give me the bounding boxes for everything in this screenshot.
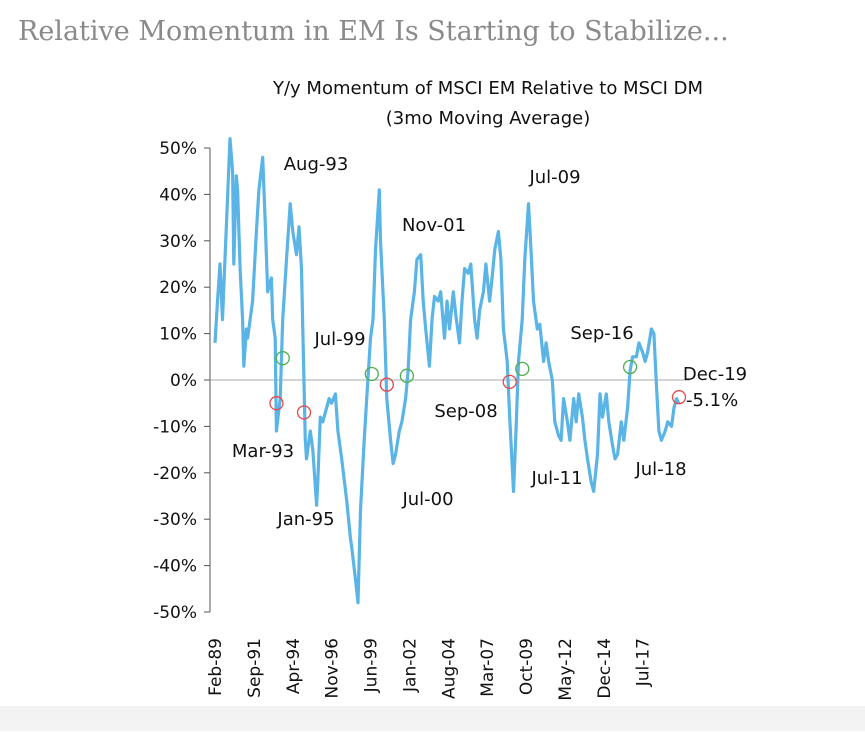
annotation: Jul-99 [313,329,365,350]
x-tick-label: Oct-09 [517,638,537,695]
x-tick-label: Dec-14 [595,638,615,699]
annotation: Jan-95 [276,509,334,530]
annotation: Mar-93 [232,441,294,462]
y-tick-label: -30% [153,510,197,530]
y-tick-label: -50% [153,603,197,623]
y-tick-label: 50% [159,139,197,159]
annotation: Jul-09 [528,167,580,188]
annotation: Aug-93 [284,154,349,175]
x-tick-label: Jun-99 [362,638,382,693]
crossing-marker [399,368,415,383]
y-tick-label: 30% [159,232,197,252]
annotation: Sep-16 [570,323,633,344]
crossing-marker [379,377,394,392]
x-tick-label: May-12 [556,638,576,701]
x-tick-label: Jul-17 [634,638,654,687]
footer-band [0,706,865,731]
data-line [213,137,681,605]
crossing-marker [296,405,312,420]
annotation: Jul-11 [530,468,582,489]
crossing-marker [275,351,290,366]
x-tick-label: Jan-02 [400,638,420,693]
crossing-marker [502,374,517,390]
crossing-marker [622,359,638,375]
annotation: Sep-08 [434,401,497,422]
y-tick-label: 10% [159,325,197,345]
annotation: Dec-19 [683,364,747,385]
crossing-marker [515,361,530,377]
x-tick-label: Sep-91 [245,638,265,698]
y-tick-label: 0% [170,371,197,391]
chart-title: Y/y Momentum of MSCI EM Relative to MSCI… [272,78,703,99]
y-tick-label: 20% [159,278,197,298]
chart-subtitle: (3mo Moving Average) [386,108,590,129]
x-tick-label: Apr-94 [284,638,304,694]
x-tick-label: Feb-89 [206,638,226,696]
page-title: Relative Momentum in EM Is Starting to S… [18,16,729,47]
y-tick-label: 40% [159,185,197,205]
annotation: Jul-00 [401,489,453,510]
y-tick-label: -20% [153,464,197,484]
x-tick-label: Mar-07 [478,638,498,697]
crossing-marker [269,396,284,411]
annotation: Nov-01 [402,215,466,236]
crossing-marker [364,366,379,382]
last-value-label: -5.1% [686,390,738,411]
y-tick-label: -40% [153,557,197,577]
x-tick-label: Aug-04 [439,638,459,699]
annotation: Jul-18 [634,459,686,480]
crossing-marker [671,390,687,405]
x-tick-label: Nov-96 [323,638,343,699]
y-tick-label: -10% [153,417,197,437]
